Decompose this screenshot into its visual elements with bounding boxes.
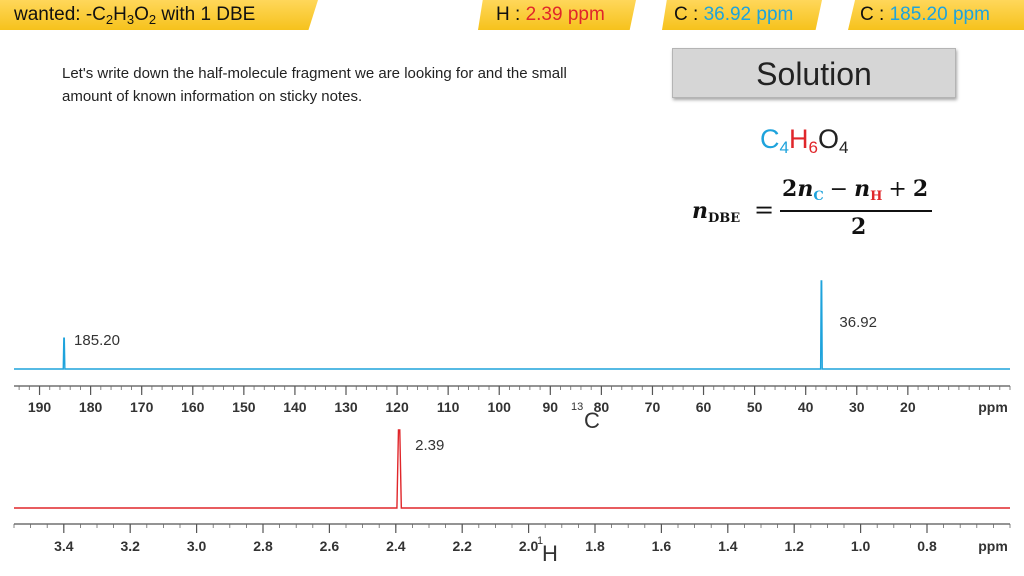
dbe-fraction-bar	[780, 210, 932, 212]
dbe-n: n	[692, 198, 708, 224]
h1-nucleus-mass: 1	[537, 535, 543, 547]
c13-tick-label: 30	[849, 399, 865, 415]
h1-tick-label: 2.0	[519, 538, 539, 554]
note-c-shift-1: C : 36.92 ppm	[662, 0, 822, 30]
c13-tick-label: 20	[900, 399, 916, 415]
c13-tick-label: 60	[696, 399, 712, 415]
c13-tick-label: 120	[385, 399, 409, 415]
h1-spectrum-trace	[14, 429, 1010, 509]
h1-unit-label: ppm	[978, 538, 1008, 554]
formula-h-count: 6	[808, 138, 818, 157]
h1-tick-label: 1.4	[718, 538, 738, 554]
h1-tick-label: 1.8	[585, 538, 605, 554]
c13-tick-label: 150	[232, 399, 256, 415]
h1-tick-label: 1.0	[851, 538, 871, 554]
dbe-num-n2: n	[854, 176, 871, 202]
h1-tick-label: 2.2	[452, 538, 472, 554]
note-h-value: 2.39 ppm	[525, 4, 605, 25]
c13-tick-label: 70	[645, 399, 661, 415]
dbe-num-n1: n	[797, 176, 814, 202]
note-c1-label: C :	[674, 4, 704, 25]
note-h-label: H :	[496, 4, 526, 25]
c13-nucleus-label: C	[584, 408, 600, 433]
wanted-h-label: H	[113, 4, 127, 25]
wanted-prefix: wanted: -C	[14, 4, 106, 25]
c13-nucleus-mass: 13	[571, 401, 583, 413]
wanted-h-count: 3	[126, 12, 135, 27]
dbe-numerator: 2nC − nH +2	[782, 176, 929, 204]
h1-tick-label: 2.4	[386, 538, 406, 554]
dbe-equals: =	[754, 196, 775, 224]
formula-o: O	[817, 124, 839, 154]
note-c2-label: C :	[860, 4, 890, 25]
note-c1-value: 36.92 ppm	[703, 4, 794, 25]
c13-tick-label: 140	[283, 399, 307, 415]
dbe-sub: DBE	[708, 211, 741, 226]
h1-peak-label: 2.39	[415, 437, 444, 454]
c13-tick-label: 40	[798, 399, 814, 415]
dbe-plus: +	[888, 177, 907, 202]
c13-tick-label: 80	[594, 399, 610, 415]
h1-tick-label: 0.8	[917, 538, 937, 554]
c13-peak-label: 36.92	[839, 314, 877, 331]
formula-c-count: 4	[779, 138, 789, 157]
wanted-c-count: 2	[105, 12, 114, 27]
c13-tick-label: 90	[543, 399, 559, 415]
formula-o-count: 4	[838, 138, 849, 157]
c13-tick-label: 110	[437, 399, 460, 415]
h1-tick-label: 2.6	[320, 538, 340, 554]
dbe-num-const: 2	[912, 176, 929, 202]
dbe-equation: nDBE = 2nC − nH +2 2	[692, 174, 942, 244]
c13-tick-label: 170	[130, 399, 154, 415]
c13-peak-label: 185.20	[74, 332, 120, 349]
h1-tick-label: 3.4	[54, 538, 74, 554]
note-wanted-fragment: wanted: -C2H3O2 with 1 DBE	[0, 0, 318, 30]
wanted-o-count: 2	[148, 12, 157, 27]
formula-c: C	[760, 124, 780, 154]
dbe-lhs: nDBE	[692, 198, 741, 226]
c13-tick-label: 50	[747, 399, 763, 415]
h1-tick-label: 3.0	[187, 538, 207, 554]
h1-tick-label: 1.2	[784, 538, 804, 554]
c13-tick-label: 180	[79, 399, 103, 415]
c13-tick-label: 100	[488, 399, 512, 415]
h1-nucleus-label: H	[542, 541, 558, 566]
c13-tick-label: 130	[334, 399, 358, 415]
note-c-shift-2: C : 185.20 ppm	[848, 0, 1024, 30]
dbe-num-coeff: 2	[782, 176, 798, 202]
wanted-o-label: O	[134, 4, 149, 25]
c13-tick-label: 160	[181, 399, 205, 415]
h1-tick-label: 1.6	[652, 538, 672, 554]
c13-spectrum-trace	[14, 280, 1010, 370]
dbe-denominator: 2	[851, 214, 867, 240]
c13-tick-label: 190	[28, 399, 52, 415]
wanted-suffix: with 1 DBE	[156, 4, 256, 25]
dbe-minus: −	[829, 177, 849, 202]
dbe-num-sub-h: H	[870, 189, 883, 204]
h1-tick-label: 3.2	[120, 538, 140, 554]
c13-unit-label: ppm	[978, 399, 1008, 415]
h1-tick-label: 2.8	[253, 538, 273, 554]
formula-h: H	[788, 124, 809, 154]
instruction-text: Let's write down the half-molecule fragm…	[62, 65, 567, 105]
note-c2-value: 185.20 ppm	[889, 4, 990, 25]
dbe-num-sub-c: C	[813, 189, 824, 204]
note-h-shift: H : 2.39 ppm	[478, 0, 636, 30]
solution-button[interactable]: Solution	[672, 48, 956, 98]
molecular-formula: C4H6O4	[760, 122, 848, 156]
